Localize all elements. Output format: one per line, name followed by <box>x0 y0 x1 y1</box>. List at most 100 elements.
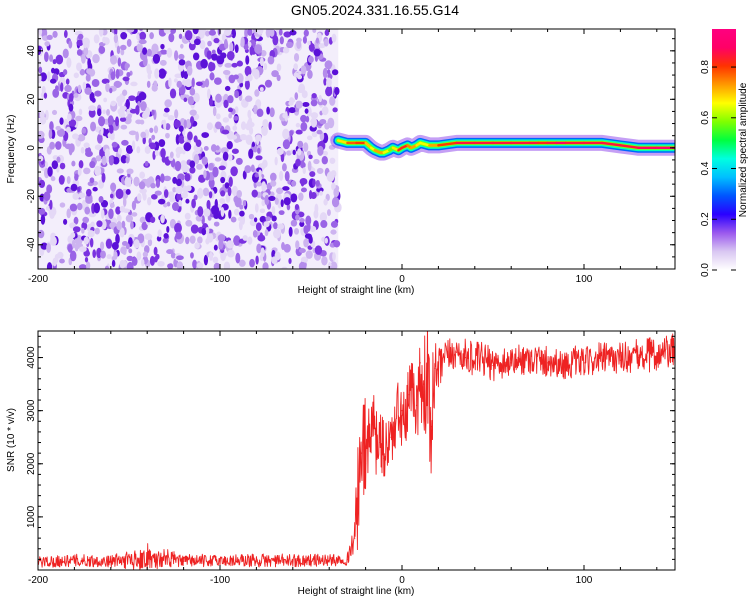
noise-speckle <box>219 197 226 205</box>
noise-speckle <box>174 73 183 79</box>
noise-speckle <box>93 202 101 214</box>
noise-speckle <box>190 252 194 259</box>
noise-speckle <box>153 125 159 134</box>
noise-speckle <box>211 49 216 55</box>
noise-speckle <box>294 92 299 101</box>
noise-speckle <box>65 78 70 85</box>
noise-speckle <box>157 260 165 267</box>
noise-speckle <box>103 97 108 103</box>
noise-speckle <box>76 62 82 72</box>
noise-speckle <box>55 125 61 131</box>
noise-speckle <box>178 53 185 60</box>
noise-speckle <box>162 237 169 244</box>
noise-speckle <box>106 254 112 260</box>
snr-point <box>346 558 348 560</box>
noise-speckle <box>38 130 45 139</box>
noise-speckle <box>193 38 201 46</box>
x-tick-label: 100 <box>576 575 593 586</box>
noise-speckle <box>263 62 268 71</box>
track-core-segment <box>437 141 458 147</box>
noise-speckle <box>138 181 146 190</box>
noise-speckle <box>305 115 310 123</box>
noise-speckle <box>306 221 311 232</box>
noise-speckle <box>104 148 110 159</box>
noise-speckle <box>310 112 319 119</box>
noise-speckle <box>120 155 128 164</box>
noise-speckle <box>163 175 171 182</box>
noise-speckle <box>201 132 210 138</box>
noise-speckle <box>133 239 140 249</box>
noise-speckle <box>125 145 134 154</box>
noise-speckle <box>159 59 167 66</box>
noise-speckle <box>324 29 330 36</box>
noise-speckle <box>291 180 297 187</box>
noise-speckle <box>193 194 198 201</box>
noise-speckle <box>203 169 207 179</box>
noise-speckle <box>309 171 316 177</box>
noise-speckle <box>175 185 184 195</box>
noise-speckle <box>279 36 284 45</box>
noise-speckle <box>252 146 258 153</box>
noise-speckle <box>175 231 183 240</box>
noise-speckle <box>101 172 106 183</box>
noise-speckle <box>272 34 279 46</box>
noise-speckle <box>228 153 233 162</box>
noise-speckle <box>303 238 309 248</box>
noise-speckle <box>295 158 301 167</box>
noise-speckle <box>208 30 217 36</box>
noise-speckle <box>192 259 198 269</box>
noise-speckle <box>151 109 155 116</box>
noise-speckle <box>236 189 242 198</box>
noise-speckle <box>169 197 176 203</box>
noise-speckle <box>156 235 162 242</box>
noise-speckle <box>56 251 64 259</box>
noise-speckle <box>207 40 212 47</box>
noise-speckle <box>150 216 156 223</box>
noise-speckle <box>191 198 196 209</box>
noise-speckle <box>183 142 192 152</box>
noise-speckle <box>220 147 229 154</box>
noise-speckle <box>286 150 292 156</box>
noise-speckle <box>147 197 152 206</box>
noise-speckle <box>252 229 258 238</box>
noise-speckle <box>87 58 92 68</box>
noise-speckle <box>70 232 76 239</box>
noise-speckle <box>274 156 278 166</box>
noise-speckle <box>122 76 130 82</box>
noise-speckle <box>222 117 230 123</box>
noise-speckle <box>172 176 178 184</box>
noise-speckle <box>152 53 161 64</box>
noise-speckle <box>183 97 188 103</box>
noise-speckle <box>62 48 69 59</box>
noise-speckle <box>183 71 189 80</box>
spectrogram-frame <box>37 28 676 270</box>
noise-speckle <box>227 107 233 113</box>
noise-speckle <box>121 139 129 146</box>
noise-speckle <box>144 160 149 167</box>
noise-speckle <box>197 236 203 244</box>
noise-speckle <box>130 221 134 230</box>
noise-speckle <box>301 90 308 99</box>
noise-speckle <box>302 35 307 44</box>
noise-speckle <box>215 113 221 120</box>
noise-speckle <box>321 106 329 116</box>
snr-point <box>437 372 439 375</box>
noise-speckle <box>83 142 90 149</box>
snr-point <box>386 447 389 449</box>
noise-speckle <box>212 256 219 264</box>
noise-speckle <box>172 186 177 193</box>
noise-speckle <box>196 262 204 269</box>
noise-speckle <box>136 251 142 261</box>
noise-speckle <box>98 116 106 127</box>
noise-speckle <box>142 47 148 55</box>
noise-speckle <box>119 227 125 238</box>
noise-speckle <box>185 185 192 192</box>
noise-speckle <box>59 202 66 208</box>
noise-speckle <box>90 221 95 228</box>
noise-speckle <box>166 47 173 58</box>
noise-speckle <box>46 34 53 40</box>
noise-speckle <box>233 74 239 80</box>
noise-speckle <box>242 235 248 241</box>
noise-speckle <box>254 89 260 97</box>
noise-speckle <box>245 55 250 65</box>
